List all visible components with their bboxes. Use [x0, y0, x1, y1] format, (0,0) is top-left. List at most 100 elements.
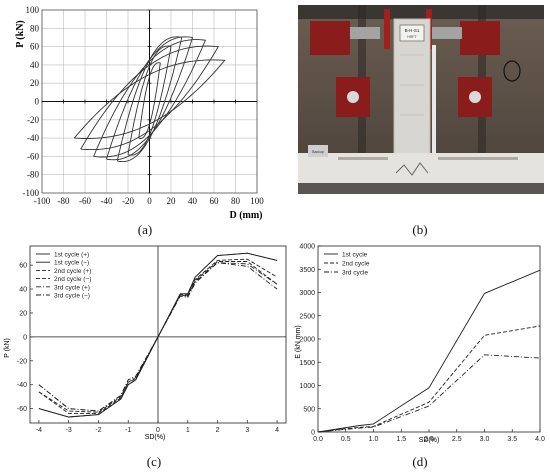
chart-d-series: [317, 269, 541, 433]
pc-xtick: 4: [275, 427, 279, 434]
chart-a-ylabel: P (kN): [15, 20, 26, 48]
photo-placard-line2: HRFT: [407, 35, 417, 39]
pd-xtick: 3.0: [480, 436, 490, 443]
chart-a-xtick: 20: [167, 196, 177, 206]
pd-xtick: 0.0: [313, 436, 323, 443]
chart-a-ytick: 0: [35, 97, 40, 107]
legend-entry: 1st cycle (+): [54, 252, 89, 259]
hysteresis-loop: [106, 36, 194, 161]
pc-xtick: 1: [186, 427, 190, 434]
hysteresis-loop: [80, 45, 220, 151]
series-line: [317, 325, 541, 433]
hysteresis-loop: [127, 45, 172, 156]
pd-xtick: 0.5: [341, 436, 351, 443]
legend-entry: 3rd cycle (+): [54, 284, 90, 291]
pd-xtick: 2.0: [424, 436, 434, 443]
photo-placard-line1: B-H-S1: [405, 28, 420, 33]
legend-entry: 1st cycle (−): [54, 260, 89, 267]
chart-d-ylabel: E (kN mm): [295, 325, 302, 358]
pc-ytick: 60: [19, 263, 27, 270]
pc-ytick: 20: [19, 310, 27, 317]
caption-d: (d): [412, 454, 428, 469]
hysteresis-loop: [73, 59, 226, 139]
chart-a-xtick: 0: [147, 196, 152, 206]
chart-a-xtick: 80: [231, 196, 241, 206]
chart-a-ytick: 20: [30, 78, 40, 88]
legend-entry: 2nd cycle (+): [54, 268, 91, 275]
chart-a-ytick: -80: [27, 170, 39, 180]
chart-c-envelope: -4 -3 -2 -1 0 1 2 3 4 -60 -40 -20 0 20 40 60 1st cycle …: [4, 245, 287, 441]
chart-d-ticklabels: 0.0 0.5 1.0 1.5 2.0 2.5 3.0 3.5 4.0 0 500 1000 1500 2…: [299, 244, 545, 444]
chart-a-ytick: -100: [23, 188, 40, 198]
series-line: [38, 258, 278, 413]
hysteresis-loop: [116, 36, 183, 163]
pd-ytick: 2500: [299, 313, 315, 320]
legend-entry: 2nd cycle: [342, 261, 370, 268]
caption-b: (b): [412, 222, 428, 237]
pc-xtick: 3: [245, 427, 249, 434]
chart-a-ytick: 40: [30, 60, 40, 70]
chart-c-legend: 1st cycle (+)1st cycle (−)2nd cycle (+)2…: [36, 252, 91, 300]
chart-a-series: [73, 36, 226, 163]
pd-ytick: 3500: [299, 267, 315, 274]
hysteresis-loop: [93, 39, 207, 158]
pd-xtick: 1.0: [369, 436, 379, 443]
chart-a-ytick: -60: [27, 151, 39, 161]
pd-ytick: 1500: [299, 360, 315, 367]
chart-c-ticklabels: -4 -3 -2 -1 0 1 2 3 4 -60 -40 -20 0 20 40 60: [17, 263, 279, 434]
chart-a-hysteresis: -100 -80 -60 -40 -20 0 20 40 60 80 100 -100 -80 -60 -4…: [15, 5, 265, 221]
series-line: [317, 354, 541, 433]
pc-ytick: 40: [19, 287, 27, 294]
chart-a-ytick: 100: [26, 5, 40, 15]
pc-xtick: -3: [66, 427, 72, 434]
chart-a-xtick: -100: [34, 196, 51, 206]
pd-xtick: 2.5: [452, 436, 462, 443]
series-line: [317, 269, 541, 433]
pc-xtick: 2: [216, 427, 220, 434]
chart-a-xtick: -80: [58, 196, 70, 206]
pd-ytick: 2000: [299, 337, 315, 344]
legend-entry: 2nd cycle (−): [54, 276, 91, 283]
photo-side-label: Backup: [312, 150, 324, 154]
legend-entry: 3rd cycle: [342, 270, 368, 277]
chart-c-series: [38, 252, 278, 418]
chart-d-xlabel: SD(%): [419, 437, 440, 444]
series-line: [38, 261, 278, 414]
pc-ytick: 0: [23, 334, 27, 341]
chart-c-xlabel: SD(%): [145, 434, 166, 441]
chart-a-axes: [41, 9, 258, 194]
photo-b-test-specimen: B-H-S1 HRFT Backup: [298, 5, 544, 194]
chart-a-xtick: -60: [79, 196, 91, 206]
chart-a-xlabel: D (mm): [229, 210, 262, 221]
chart-a-ytick: 60: [30, 42, 40, 52]
pc-ytick: -40: [17, 382, 27, 389]
chart-a-ticklabels: -100 -80 -60 -40 -20 0 20 40 60 80 100 -100 -80 -60 -4…: [23, 5, 265, 206]
pc-ytick: -20: [17, 358, 27, 365]
pc-xtick: 0: [156, 427, 160, 434]
chart-a-ytick: -20: [27, 115, 39, 125]
chart-a-ytick: -40: [27, 133, 39, 143]
pd-xtick: 1.5: [396, 436, 406, 443]
caption-c: (c): [146, 454, 162, 469]
chart-c-ylabel: P (kN): [4, 338, 11, 358]
chart-a-xtick: 40: [188, 196, 198, 206]
chart-a-xtick: 60: [210, 196, 220, 206]
pc-xtick: -4: [36, 427, 42, 434]
pc-ytick: -60: [17, 406, 27, 413]
chart-d-energy: 0.0 0.5 1.0 1.5 2.0 2.5 3.0 3.5 4.0 0 500 1000 1500 2…: [295, 244, 545, 445]
chart-d-frame: [317, 245, 541, 433]
chart-a-ytick: 80: [30, 23, 40, 33]
chart-a-xtick: -20: [122, 196, 134, 206]
pd-ytick: 3000: [299, 290, 315, 297]
chart-a-xtick: -40: [101, 196, 113, 206]
legend-entry: 3rd cycle (−): [54, 293, 90, 300]
pc-xtick: -2: [95, 427, 101, 434]
pc-xtick: -1: [125, 427, 131, 434]
pd-xtick: 4.0: [535, 436, 545, 443]
pd-ytick: 0: [311, 430, 315, 437]
chart-d-legend: 1st cycle 2nd cycle 3rd cycle: [324, 252, 370, 277]
pd-ytick: 500: [303, 406, 315, 413]
pd-ytick: 4000: [299, 244, 315, 251]
pd-xtick: 3.5: [507, 436, 517, 443]
hysteresis-loop: [138, 62, 161, 139]
